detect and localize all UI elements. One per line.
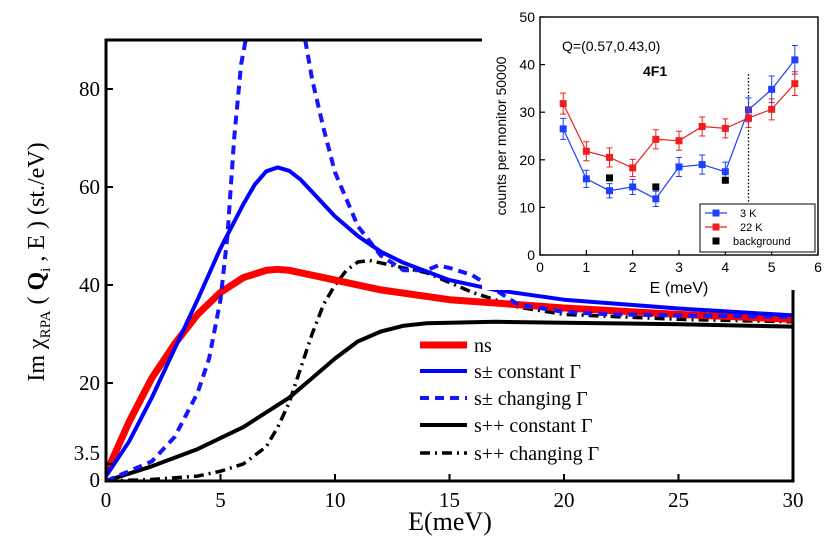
inset-annotation: 4F1 bbox=[643, 63, 667, 79]
main-y-tick-label: 3.5 bbox=[74, 441, 100, 465]
inset-point-22-k bbox=[582, 147, 590, 155]
inset-point-22-k bbox=[698, 122, 706, 130]
inset-point-22-k bbox=[559, 100, 567, 108]
main-x-tick-label: 20 bbox=[554, 488, 575, 512]
main-legend-label-spp-changing-gamma: s++ changing Γ bbox=[474, 443, 599, 465]
inset-legend-label-background: background bbox=[733, 236, 791, 248]
inset-x-tick-label: 2 bbox=[629, 259, 637, 275]
inset-series-group bbox=[559, 45, 799, 207]
main-legend: ns s± constant Γ s± changing Γ s++ constant… bbox=[420, 335, 599, 465]
inset-point-22-k bbox=[675, 137, 683, 145]
inset-point-22-k bbox=[745, 114, 752, 122]
inset-legend-label-22-k: 22 K bbox=[740, 222, 763, 234]
main-legend-label-spp-constant-gamma: s++ constant Γ bbox=[474, 415, 593, 437]
main-y-tick-label: 40 bbox=[79, 273, 100, 297]
inset-point-3-k bbox=[791, 56, 799, 64]
inset-y-axis-label: counts per monitor 50000 bbox=[493, 56, 509, 215]
inset-title: Q=(0.57,0.43,0) bbox=[562, 38, 660, 54]
inset-point-22-k bbox=[606, 153, 613, 161]
inset-y-tick-label: 0 bbox=[527, 247, 535, 263]
main-x-tick-label: 30 bbox=[783, 488, 804, 512]
inset-y-tick-label: 20 bbox=[519, 152, 535, 168]
inset-point-22-k bbox=[791, 80, 799, 88]
inset-chart: 0 1 2 3 4 5 6 0 10 20 30 40 50 3 K 22 K background Q=(… bbox=[482, 0, 830, 297]
main-series-spm-constant-gamma bbox=[106, 165, 793, 478]
main-y-tick-label: 80 bbox=[79, 77, 100, 101]
inset-point-3-k bbox=[721, 168, 729, 176]
inset-legend: 3 K 22 K background bbox=[699, 203, 816, 253]
inset-y-tick-label: 10 bbox=[519, 199, 535, 215]
main-series-group bbox=[106, 40, 793, 481]
inset-x-tick-label: 6 bbox=[814, 259, 822, 275]
inset-y-tick-label: 40 bbox=[519, 57, 535, 73]
main-x-tick-label: 15 bbox=[439, 488, 460, 512]
inset-point-22-k bbox=[721, 124, 729, 132]
inset-point-3-k bbox=[698, 161, 706, 169]
inset-y-tick-label: 50 bbox=[519, 9, 535, 25]
inset-legend-marker-22-k bbox=[712, 223, 720, 231]
inset-ticks-group: 0 1 2 3 4 5 6 0 10 20 30 40 50 bbox=[519, 9, 822, 275]
inset-x-axis-label: E (meV) bbox=[650, 280, 709, 297]
inset-point-22-k bbox=[768, 105, 776, 113]
main-legend-label-spm-changing-gamma: s± changing Γ bbox=[474, 388, 588, 410]
main-series-ns bbox=[106, 265, 793, 476]
main-series-spm-changing-gamma bbox=[106, 40, 793, 481]
inset-point-3-k bbox=[559, 125, 567, 133]
inset-x-tick-label: 3 bbox=[675, 259, 683, 275]
inset-point-22-k bbox=[652, 135, 660, 143]
inset-x-tick-label: 4 bbox=[721, 259, 729, 275]
inset-point-background bbox=[652, 183, 660, 191]
main-legend-label-spm-constant-gamma: s± constant Γ bbox=[474, 361, 581, 383]
main-x-axis-label: E(meV) bbox=[408, 507, 492, 536]
main-x-tick-label: 10 bbox=[325, 488, 346, 512]
inset-legend-marker-background bbox=[712, 237, 720, 245]
inset-point-3-k bbox=[582, 175, 590, 183]
inset-point-background bbox=[606, 174, 613, 182]
main-series-spp-changing-gamma bbox=[106, 258, 793, 481]
main-y-axis-label: Im χRPA ( Qi , E ) (st./eV) bbox=[24, 142, 54, 381]
inset-y-tick-label: 30 bbox=[519, 104, 535, 120]
main-series-spp-constant-gamma bbox=[106, 319, 793, 481]
main-x-tick-label: 0 bbox=[101, 488, 112, 512]
inset-point-3-k bbox=[768, 85, 776, 93]
inset-x-tick-label: 0 bbox=[536, 259, 544, 275]
main-y-tick-label: 20 bbox=[79, 371, 100, 395]
inset-x-tick-label: 1 bbox=[582, 259, 590, 275]
main-y-tick-label: 60 bbox=[79, 175, 100, 199]
inset-x-tick-label: 5 bbox=[768, 259, 776, 275]
inset-point-22-k bbox=[629, 164, 637, 172]
main-x-tick-label: 5 bbox=[215, 488, 226, 512]
inset-point-3-k bbox=[675, 163, 683, 171]
inset-point-3-k bbox=[652, 195, 660, 203]
inset-point-background bbox=[721, 176, 729, 184]
main-x-tick-label: 25 bbox=[668, 488, 689, 512]
main-legend-label-ns: ns bbox=[474, 335, 492, 357]
inset-legend-marker-3-k bbox=[712, 209, 720, 217]
inset-point-3-k bbox=[606, 187, 613, 195]
inset-legend-label-3-k: 3 K bbox=[740, 208, 757, 220]
main-y-tick-label: 0 bbox=[90, 468, 101, 492]
inset-point-3-k bbox=[629, 183, 637, 191]
